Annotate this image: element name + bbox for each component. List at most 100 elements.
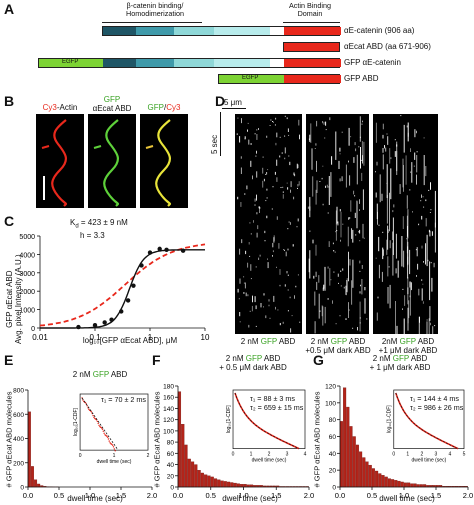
e-inset-frame: [79, 393, 149, 451]
panel-label-d: D: [215, 93, 226, 109]
f-bar: [204, 474, 208, 488]
beta-catenin-label: β-catenin binding/ Homodimerization: [126, 1, 184, 18]
g-bar: [339, 421, 343, 488]
data-point: [164, 247, 169, 252]
g-inset-tick-label: 4: [449, 452, 452, 458]
b-col2-title: GFP αEcat ABD: [92, 95, 132, 114]
e-x-tick-label: 0.5: [54, 491, 64, 500]
domain-dark-teal: [103, 59, 136, 67]
panel-label-f: F: [152, 352, 161, 368]
g-bar: [343, 387, 347, 488]
e-y-tick-label: 200: [13, 460, 24, 467]
gfp-full-length-bar: [38, 58, 341, 68]
data-point: [180, 248, 186, 253]
full-length-bar: [102, 26, 341, 36]
f-x-tick-label: 1.5: [271, 491, 281, 500]
e-inset-point: [102, 430, 105, 432]
e-inset-point: [96, 420, 99, 423]
data-point: [139, 263, 144, 268]
e-inset-point: [109, 442, 111, 444]
domain-abd: [284, 59, 341, 67]
g-y-tick-label: 60: [329, 434, 337, 441]
e-inset-point: [93, 416, 95, 419]
kymo1-caption: 2 nM GFP ABD: [240, 337, 296, 346]
f-y-tick-label: 120: [163, 417, 174, 424]
data-point: [119, 309, 124, 314]
g-x-tick-label: 1.0: [399, 491, 409, 500]
g-tau2: τ₂ = 986 ± 26 ms: [410, 403, 464, 412]
egfp-tag-1: EGFP: [62, 59, 79, 65]
g-y-tick-label: 80: [329, 417, 337, 424]
e-inset-point: [108, 440, 110, 442]
b-col1-title: Cy3-Actin: [42, 103, 78, 112]
f-bar: [236, 483, 240, 488]
g-y-tick-label: 100: [325, 400, 336, 407]
g-x-tick-label: 0.0: [335, 491, 345, 500]
c-y-tick-label: 4000: [19, 252, 35, 259]
f-xlabel: dwell time (sec): [222, 494, 278, 503]
g-bar: [349, 426, 353, 488]
e-bar: [34, 479, 38, 488]
f-y-tick-label: 180: [163, 384, 174, 391]
g-bar: [403, 482, 407, 488]
g-bar: [387, 478, 391, 488]
g-chart: 0.0 0.5 1.0 1.5 2.0 0 20 40 60 80 100 120 0 1 2 3 4 5 dwel…: [325, 384, 473, 501]
e-inset-point: [106, 436, 109, 438]
f-x-tick-label: 0.0: [173, 491, 183, 500]
kd-annotation: Kd = 423 ± 9 nM: [70, 218, 128, 230]
f-y-tick-label: 160: [163, 395, 174, 402]
e-x-tick-label: 1.5: [116, 491, 126, 500]
f-tau2: τ₂ = 659 ± 15 ms: [250, 403, 304, 412]
g-inset-tick-label: 0: [392, 452, 395, 458]
g-bar: [381, 475, 385, 488]
g-bar: [368, 464, 372, 488]
g-bar: [410, 483, 414, 488]
f-y-tick-label: 80: [167, 440, 175, 447]
domain-egfp: [39, 59, 103, 67]
panel-label-e: E: [4, 352, 14, 368]
domain-pale-teal: [214, 27, 270, 35]
micrograph-merge: [140, 114, 188, 208]
f-x-tick-label: 0.5: [206, 491, 216, 500]
f-inset-tick-label: 0: [232, 452, 235, 458]
f-y-tick-label: 100: [163, 428, 174, 435]
e-inset-ylabel: log₁₀[1-CDF]: [73, 407, 79, 436]
f-bar: [210, 476, 214, 488]
data-point: [125, 298, 131, 303]
kymograph-1: [235, 114, 302, 334]
domain-linker: [270, 27, 284, 35]
f-bar: [220, 480, 224, 488]
g-y-tick-label: 120: [325, 384, 336, 391]
domain-dark-teal: [103, 27, 136, 35]
g-bar: [391, 479, 395, 488]
g-y-tick-label: 40: [329, 451, 337, 458]
scale-t-label: 5 sec: [210, 134, 219, 154]
f-bar: [230, 482, 234, 488]
domain-mid-teal: [136, 59, 174, 67]
g-inset-frame: [393, 389, 465, 449]
abd-label: Actin Binding Domain: [289, 1, 331, 18]
f-bar: [213, 478, 218, 488]
c-x-tick-label: 0.01: [32, 333, 48, 342]
panel-label-a: A: [4, 1, 15, 17]
domain-abd: [284, 75, 341, 83]
c-y-tick-label: 2000: [19, 289, 35, 296]
e-inset-point: [107, 438, 110, 440]
e-inset-point: [88, 408, 90, 411]
e-inset-point: [98, 424, 100, 427]
f-inset-xlabel: dwell time (sec): [252, 458, 287, 464]
e-inset-xlabel: dwell time (sec): [97, 459, 132, 465]
g-bar: [375, 470, 379, 488]
binding-chart: 0.01 0.1 1 10 0 1000 2000 3000 4000 5000: [19, 234, 210, 342]
data-point: [109, 317, 114, 322]
scale-x-label: 5 μm: [224, 98, 242, 107]
g-bar: [355, 444, 359, 488]
g-bar: [407, 482, 411, 488]
e-y-tick-label: 400: [13, 436, 24, 443]
f-bar: [233, 482, 237, 488]
e-xlabel: dwell time (sec): [67, 494, 123, 503]
g-bar: [365, 461, 369, 488]
f-y-tick-label: 0: [170, 485, 174, 492]
abd-bar: [283, 42, 340, 52]
